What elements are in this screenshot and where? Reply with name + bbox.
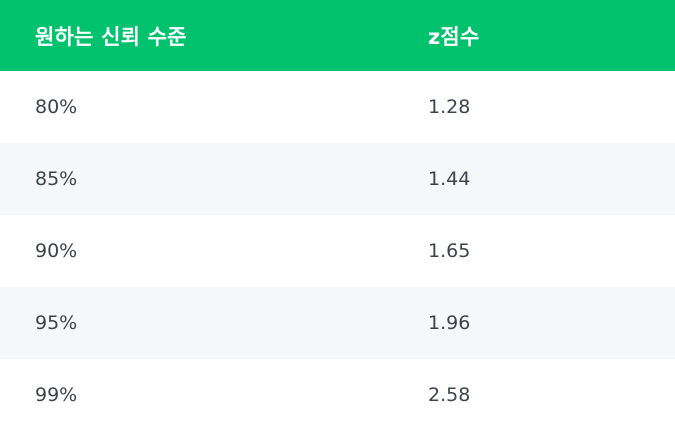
z-score-cell: 1.65 [428,240,471,262]
table-row: 95% 1.96 [0,287,675,359]
table-row: 80% 1.28 [0,71,675,143]
header-confidence-level: 원하는 신뢰 수준 [35,24,187,49]
z-score-cell: 1.28 [428,96,471,118]
table-header-row: 원하는 신뢰 수준 z점수 [0,0,675,71]
confidence-level-cell: 90% [35,240,78,262]
confidence-level-cell: 95% [35,312,78,334]
confidence-level-cell: 85% [35,168,78,190]
table-row: 85% 1.44 [0,143,675,215]
z-score-cell: 1.44 [428,168,471,190]
z-score-cell: 1.96 [428,312,471,334]
table-row: 99% 2.58 [0,359,675,431]
z-score-cell: 2.58 [428,384,471,406]
header-z-score: z점수 [428,24,480,49]
confidence-level-cell: 80% [35,96,78,118]
table-row: 90% 1.65 [0,215,675,287]
confidence-level-cell: 99% [35,384,78,406]
